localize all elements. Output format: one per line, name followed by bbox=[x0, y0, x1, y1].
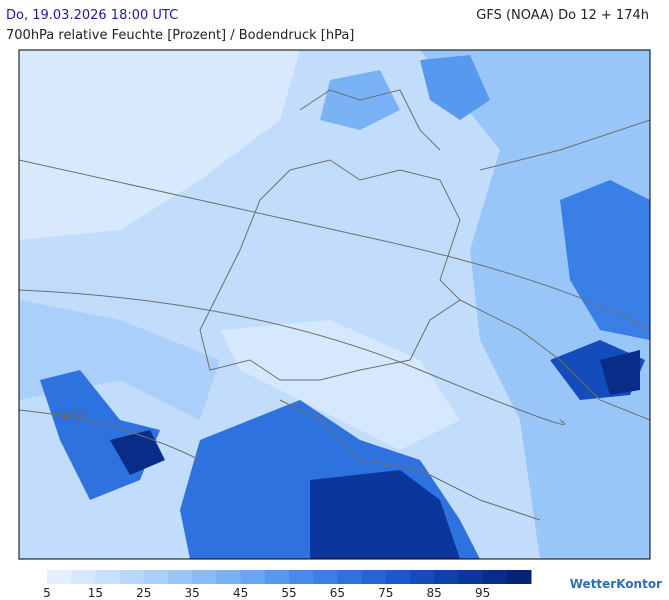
legend-swatch bbox=[95, 570, 121, 584]
legend-swatch bbox=[410, 570, 435, 584]
legend-tick-label: 35 bbox=[185, 586, 200, 600]
legend-swatch bbox=[482, 570, 508, 584]
legend-swatch bbox=[264, 570, 290, 584]
humidity-field bbox=[19, 50, 650, 559]
map-frame bbox=[18, 49, 651, 560]
legend-swatch bbox=[192, 570, 217, 584]
legend-swatch bbox=[313, 570, 338, 584]
legend-swatch bbox=[434, 570, 459, 584]
subtitle: 700hPa relative Feuchte [Prozent] / Bode… bbox=[6, 28, 354, 43]
legend-tick-label: 5 bbox=[43, 586, 51, 600]
legend-tick-label: 65 bbox=[330, 586, 345, 600]
datetime: Do, 19.03.2026 18:00 UTC bbox=[6, 8, 178, 23]
legend-swatch bbox=[71, 570, 96, 584]
legend-tick-label: 75 bbox=[378, 586, 393, 600]
legend-swatch bbox=[506, 570, 532, 584]
legend-swatch bbox=[337, 570, 363, 584]
isobar-label: 1010 bbox=[55, 409, 86, 423]
legend-tick-label: 45 bbox=[233, 586, 248, 600]
legend-tick-label: 15 bbox=[88, 586, 103, 600]
legend-tick-label: 55 bbox=[281, 586, 296, 600]
legend-swatch bbox=[289, 570, 314, 584]
legend-swatch bbox=[143, 570, 169, 584]
legend-swatch bbox=[385, 570, 411, 584]
legend-swatch bbox=[361, 570, 387, 584]
legend-tick-label: 85 bbox=[427, 586, 442, 600]
model-run: GFS (NOAA) Do 12 + 174h bbox=[476, 8, 649, 23]
legend-swatch bbox=[119, 570, 145, 584]
legend-tick-label: 95 bbox=[475, 586, 490, 600]
legend-swatch bbox=[458, 570, 484, 584]
legend-swatch bbox=[168, 570, 193, 584]
legend-swatch bbox=[47, 570, 72, 584]
legend-swatch bbox=[240, 570, 266, 584]
legend-swatch bbox=[216, 570, 242, 584]
legend-tick-label: 25 bbox=[136, 586, 151, 600]
brand: WetterKontor bbox=[570, 577, 662, 591]
